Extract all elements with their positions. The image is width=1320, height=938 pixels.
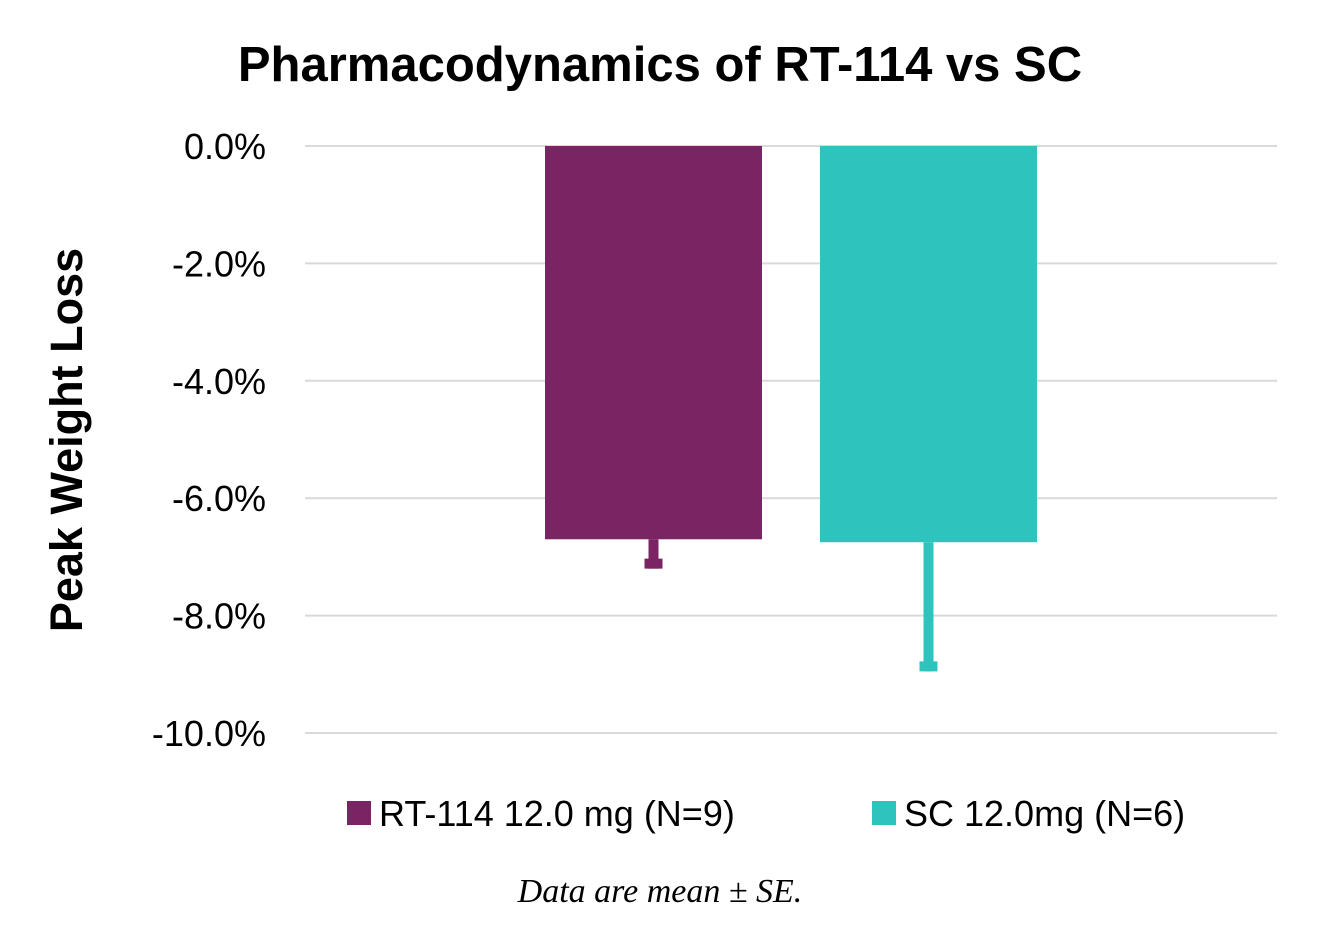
y-tick-label: -6.0% bbox=[172, 478, 266, 519]
gridlines bbox=[305, 145, 1277, 734]
y-tick-label: 0.0% bbox=[184, 126, 266, 167]
y-tick-label: -10.0% bbox=[152, 713, 266, 754]
legend-label: SC 12.0mg (N=6) bbox=[904, 793, 1185, 834]
bar bbox=[545, 146, 762, 540]
y-axis-ticks: 0.0% -2.0% -4.0% -6.0% -8.0% -10.0% bbox=[152, 126, 266, 754]
chart-title: Pharmacodynamics of RT-114 vs SC bbox=[238, 38, 1082, 92]
legend-swatch bbox=[347, 801, 371, 825]
legend: RT-114 12.0 mg (N=9) SC 12.0mg (N=6) bbox=[347, 793, 1185, 834]
y-tick-label: -2.0% bbox=[172, 243, 266, 284]
legend-label: RT-114 12.0 mg (N=9) bbox=[379, 793, 735, 834]
bars bbox=[545, 146, 1037, 672]
footnote: Data are mean ± SE. bbox=[517, 873, 803, 910]
y-tick-label: -8.0% bbox=[172, 596, 266, 637]
y-axis-label: Peak Weight Loss bbox=[41, 248, 92, 632]
y-tick-label: -4.0% bbox=[172, 361, 266, 402]
legend-swatch bbox=[872, 801, 896, 825]
bar bbox=[820, 146, 1037, 543]
